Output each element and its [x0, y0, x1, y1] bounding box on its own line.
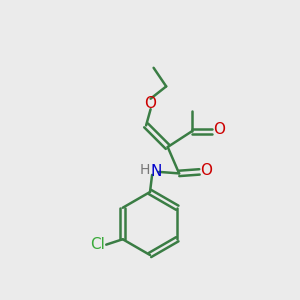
Text: Cl: Cl	[90, 237, 105, 252]
Text: O: O	[213, 122, 225, 137]
Text: O: O	[200, 163, 212, 178]
Text: H: H	[140, 163, 150, 177]
Text: N: N	[150, 164, 162, 178]
Text: O: O	[145, 96, 157, 111]
